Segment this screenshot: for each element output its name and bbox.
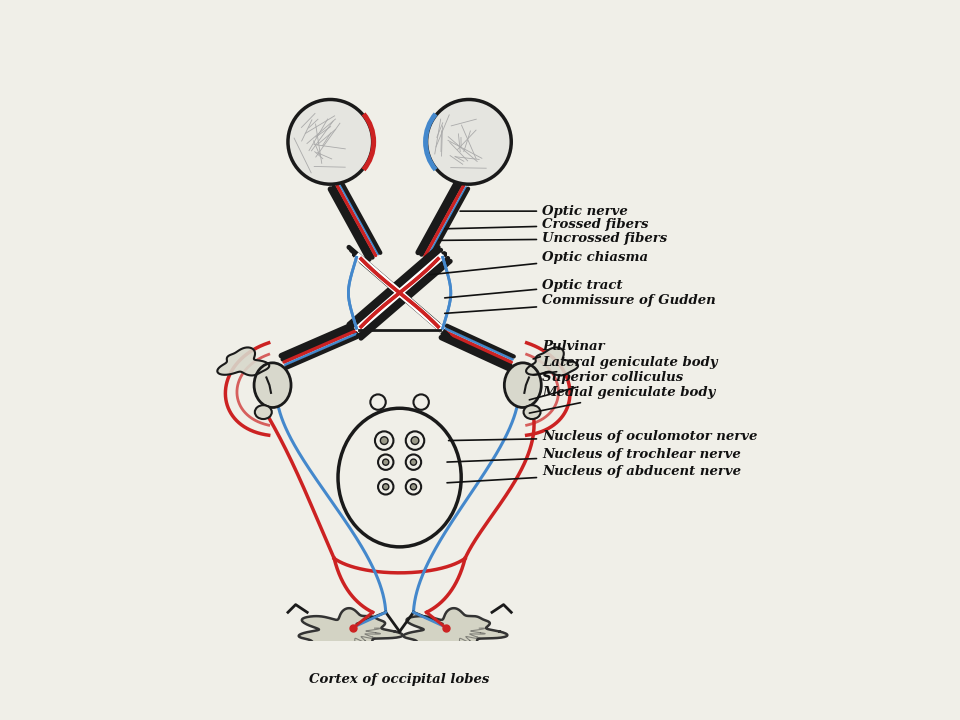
Ellipse shape: [504, 363, 541, 408]
Text: Optic tract: Optic tract: [444, 279, 623, 298]
Text: Nucleus of oculomotor nerve: Nucleus of oculomotor nerve: [448, 431, 757, 444]
Circle shape: [410, 484, 417, 490]
Text: Nucleus of abducent nerve: Nucleus of abducent nerve: [447, 465, 741, 483]
Circle shape: [411, 437, 419, 444]
Ellipse shape: [254, 363, 291, 408]
Circle shape: [383, 484, 389, 490]
Text: Optic nerve: Optic nerve: [460, 204, 628, 217]
Polygon shape: [299, 608, 402, 654]
Polygon shape: [526, 348, 578, 375]
Text: Uncrossed fibers: Uncrossed fibers: [440, 233, 667, 246]
Polygon shape: [217, 348, 269, 375]
Ellipse shape: [523, 405, 540, 419]
Text: Cortex of occipital lobes: Cortex of occipital lobes: [309, 672, 490, 685]
Text: Optic chiasma: Optic chiasma: [429, 251, 648, 275]
Ellipse shape: [254, 405, 272, 419]
Text: Crossed fibers: Crossed fibers: [444, 218, 649, 232]
Circle shape: [426, 99, 512, 184]
Circle shape: [383, 459, 389, 465]
Text: Medial geniculate body: Medial geniculate body: [529, 387, 715, 413]
Text: Pulvinar: Pulvinar: [533, 340, 605, 359]
Text: Superior colliculus: Superior colliculus: [529, 371, 684, 400]
Text: Nucleus of trochlear nerve: Nucleus of trochlear nerve: [447, 448, 741, 462]
Text: Lateral geniculate body: Lateral geniculate body: [533, 356, 718, 375]
Circle shape: [380, 437, 388, 444]
Circle shape: [288, 99, 372, 184]
Text: Commissure of Gudden: Commissure of Gudden: [444, 294, 716, 313]
Polygon shape: [403, 608, 508, 654]
Circle shape: [410, 459, 417, 465]
